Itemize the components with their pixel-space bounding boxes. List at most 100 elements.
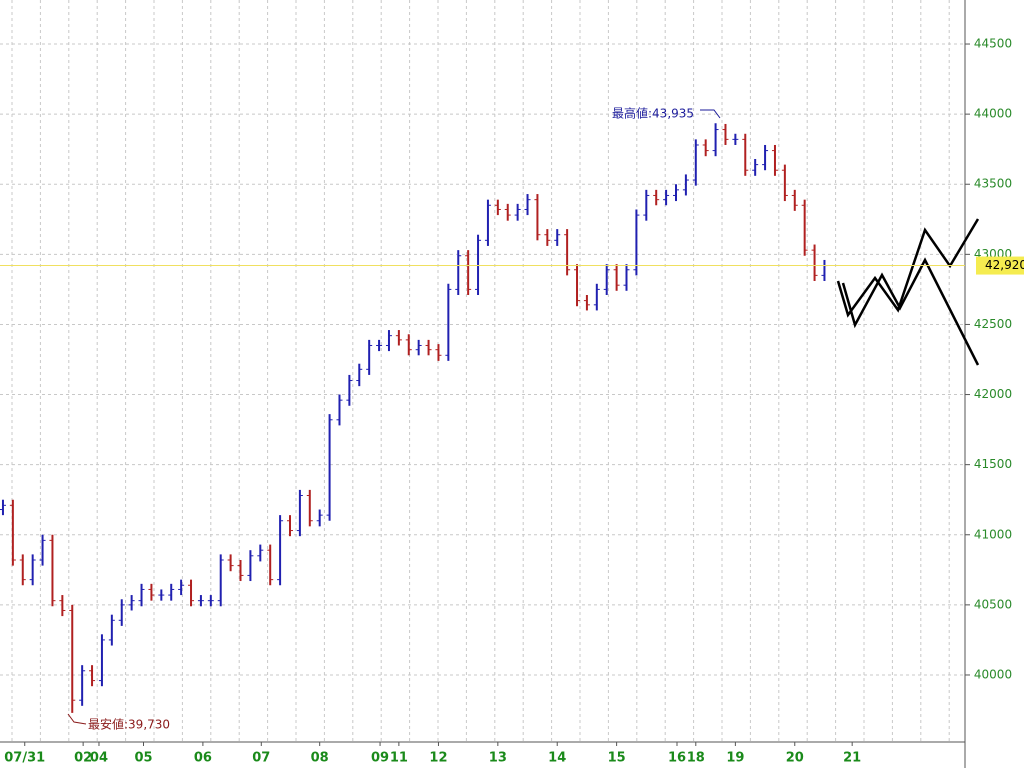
ohlc-bar (405, 334, 412, 356)
x-tick-label: 13 (489, 751, 507, 766)
x-tick-label: 14 (548, 751, 566, 766)
ohlc-bar (712, 123, 719, 157)
ohlc-bar (237, 560, 244, 582)
ohlc-bar (128, 595, 135, 611)
bars (0, 123, 828, 713)
ohlc-bar (19, 554, 26, 586)
ohlc-bar (564, 229, 571, 276)
ohlc-bar (752, 159, 759, 176)
ohlc-bar (376, 339, 383, 352)
ohlc-bar (623, 264, 630, 291)
ohlc-bar (435, 344, 442, 361)
ohlc-bar (188, 579, 195, 607)
ohlc-bar (663, 189, 670, 206)
ohlc-bar (494, 199, 501, 216)
ohlc-bar (475, 234, 482, 296)
ohlc-bar (425, 339, 432, 356)
x-tick-label: 16 (668, 751, 686, 766)
ohlc-bar (811, 244, 818, 281)
ohlc-bar (732, 133, 739, 145)
ohlc-bar (781, 164, 788, 202)
ohlc-bar (366, 339, 373, 375)
ohlc-bar (138, 583, 145, 607)
ohlc-bar (356, 363, 363, 387)
drawn-line (841, 257, 980, 366)
ohlc-bar (286, 515, 293, 537)
ohlc-bar (643, 189, 650, 221)
x-tick-label: 05 (134, 751, 152, 766)
ohlc-bar (514, 203, 521, 221)
ohlc-bar (9, 499, 16, 566)
ohlc-bar (277, 515, 284, 586)
ohlc-bar (39, 534, 46, 566)
x-tick-label: 20 (786, 751, 804, 766)
current-price-label: 42,920 (985, 258, 1024, 272)
annotation-arrow (67, 713, 87, 725)
ohlc-bar (504, 203, 511, 221)
y-tick-label: 42000 (974, 387, 1012, 401)
ohlc-bar (89, 665, 96, 687)
ohlc-bar (603, 264, 610, 296)
x-tick-label: 15 (608, 751, 626, 766)
ohlc-bar (722, 123, 729, 145)
ohlc-bar (544, 229, 551, 246)
ohlc-bar (801, 199, 808, 256)
ohlc-bar (633, 209, 640, 276)
ohlc-bar (178, 579, 185, 596)
ohlc-bar (346, 374, 353, 406)
ohlc-bar (148, 583, 155, 601)
ohlc-bar (524, 194, 531, 216)
x-tick-label: 19 (726, 751, 744, 766)
ohlc-bar (316, 509, 323, 527)
ohlc-bar (207, 595, 214, 607)
x-tick-label: 07 (252, 751, 270, 766)
ohlc-bar (484, 199, 491, 246)
ohlc-bar (692, 139, 699, 186)
x-tick-label: 21 (843, 751, 861, 766)
x-tick-label: 06 (194, 751, 212, 766)
x-tick-label: 11 (390, 751, 408, 766)
ohlc-bar (296, 489, 303, 537)
y-tick-label: 40000 (974, 667, 1012, 681)
ohlc-bar (79, 665, 86, 706)
ohlc-bar (415, 339, 422, 356)
ohlc-bar (574, 264, 581, 307)
ohlc-bar (267, 544, 274, 586)
ohlc-bar (583, 295, 590, 311)
ohlc-bar (217, 554, 224, 607)
ohlc-bar (702, 139, 709, 157)
ohlc-bar (197, 595, 204, 607)
x-tick-label: 07/31 (4, 751, 45, 766)
annotation-arrow (700, 109, 721, 119)
ohlc-bar (653, 189, 660, 206)
ohlc-bar (613, 264, 620, 291)
y-tick-label: 40500 (974, 597, 1012, 611)
ohlc-bar (593, 283, 600, 311)
x-tick-label: 08 (311, 751, 329, 766)
ohlc-bar (395, 330, 402, 346)
y-tick-label: 43500 (974, 177, 1012, 191)
y-tick-label: 44000 (974, 107, 1012, 121)
ohlc-bar (385, 330, 392, 352)
ohlc-bar (445, 283, 452, 361)
x-tick-label: 02 (74, 751, 92, 766)
ohlc-bar (227, 554, 234, 572)
ohlc-bar (534, 194, 541, 241)
low-annotation: 最安値:39,730 (88, 717, 170, 732)
ohlc-bar (0, 499, 6, 516)
ohlc-bar (465, 250, 472, 296)
grid (0, 0, 965, 742)
ohlc-bar (791, 189, 798, 211)
ohlc-bar (326, 414, 333, 521)
ohlc-bar (108, 614, 115, 646)
high-annotation: 最高値:43,935 (612, 106, 694, 121)
ohlc-bar (98, 634, 105, 687)
ohlc-bar (554, 229, 561, 246)
x-tick-label: 18 (687, 751, 705, 766)
ohlc-bar (257, 544, 264, 562)
ohlc-bar (672, 184, 679, 202)
ohlc-bar (771, 144, 778, 176)
current-price-box (976, 256, 1024, 275)
